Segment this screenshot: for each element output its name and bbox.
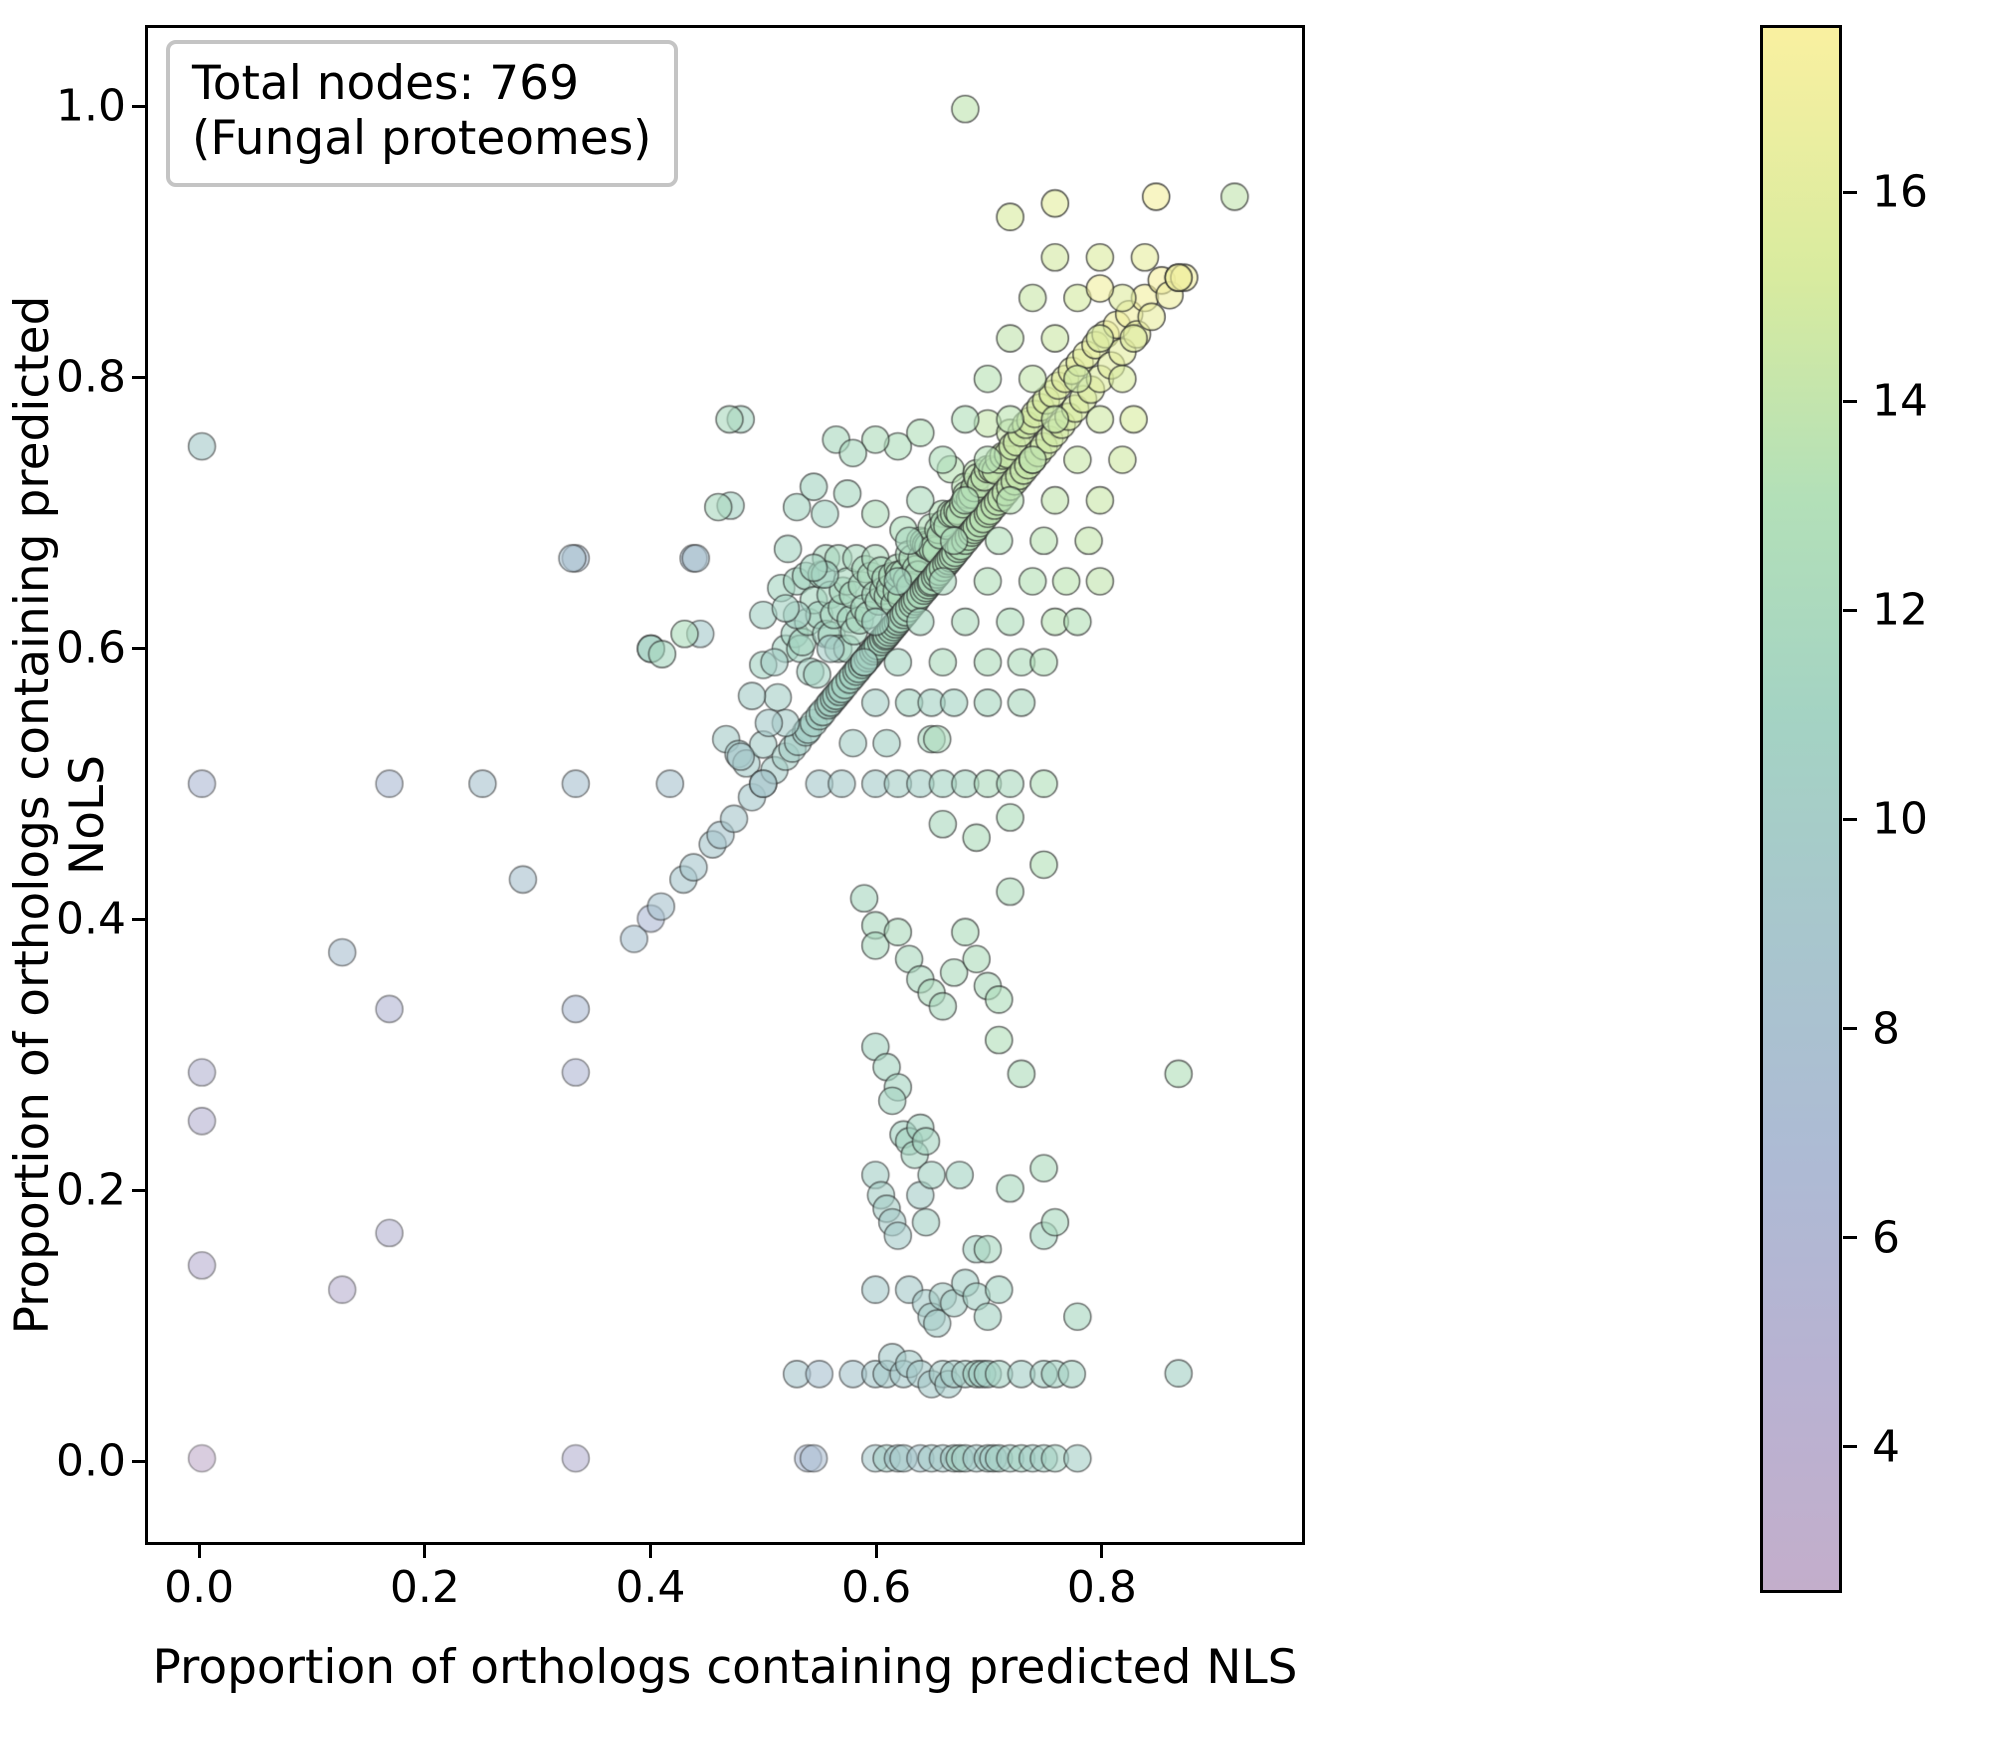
colorbar-tick-mark (1843, 817, 1857, 821)
scatter-points-layer (148, 28, 1302, 1542)
y-tick-label: 0.0 (56, 1435, 126, 1487)
x-tick-label: 0.8 (1066, 1562, 1137, 1613)
y-tick-label: 1.0 (56, 80, 126, 132)
x-tick-mark (1100, 1545, 1104, 1558)
colorbar-tick-mark (1843, 190, 1857, 194)
colorbar-tick-mark (1843, 399, 1857, 403)
x-tick-label: 0.0 (164, 1562, 235, 1613)
colorbar-tick-mark (1843, 1027, 1857, 1031)
x-tick-mark (874, 1545, 878, 1558)
y-tick-label: 0.4 (56, 893, 126, 945)
x-tick-label: 0.6 (841, 1562, 912, 1613)
colorbar-tick-mark (1843, 1236, 1857, 1240)
colorbar-tick-label: 10 (1872, 793, 1928, 845)
x-tick-label: 0.2 (389, 1562, 460, 1613)
y-tick-label: 0.8 (56, 351, 126, 403)
x-tick-mark (649, 1545, 653, 1558)
x-tick-mark (197, 1545, 201, 1558)
y-tick-mark (132, 1459, 145, 1463)
x-tick-mark (423, 1545, 427, 1558)
colorbar (1760, 25, 1842, 1593)
y-tick-mark (132, 646, 145, 650)
annotation-box: Total nodes: 769 (Fungal proteomes) (166, 40, 678, 187)
y-tick-mark (132, 1188, 145, 1192)
x-axis-label: Proportion of orthologs containing predi… (152, 1640, 1298, 1695)
y-tick-mark (132, 375, 145, 379)
colorbar-tick-label: 8 (1872, 1003, 1900, 1055)
colorbar-tick-label: 16 (1872, 166, 1928, 218)
colorbar-gradient (1760, 25, 1842, 1593)
colorbar-tick-label: 14 (1872, 375, 1928, 427)
colorbar-tick-mark (1843, 608, 1857, 612)
y-tick-mark (132, 104, 145, 108)
y-tick-label: 0.6 (56, 622, 126, 674)
x-tick-label: 0.4 (615, 1562, 686, 1613)
colorbar-tick-label: 4 (1872, 1421, 1900, 1473)
y-axis-label: Proportion of orthologs containing predi… (5, 295, 115, 1335)
colorbar-tick-label: 6 (1872, 1212, 1900, 1264)
y-tick-mark (132, 917, 145, 921)
colorbar-tick-mark (1843, 1445, 1857, 1449)
plot-area (145, 25, 1305, 1545)
y-tick-label: 0.2 (56, 1164, 126, 1216)
colorbar-tick-label: 12 (1872, 584, 1928, 636)
